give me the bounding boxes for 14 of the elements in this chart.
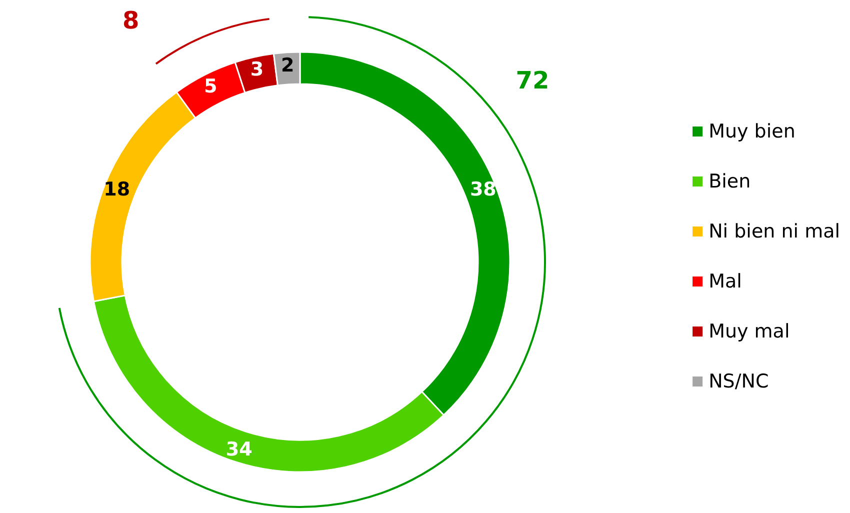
- legend-label: Muy mal: [708, 320, 790, 342]
- legend-label: Mal: [708, 270, 742, 292]
- legend-label: Muy bien: [708, 120, 796, 142]
- text: 72: [516, 66, 550, 94]
- data-label: 3: [250, 58, 264, 81]
- text: 8: [122, 6, 140, 34]
- data-label: 34: [226, 438, 252, 460]
- legend-label: NS/NC: [708, 370, 769, 392]
- data-label: 18: [104, 178, 130, 200]
- data-label: 2: [281, 54, 294, 76]
- legend-label: Bien: [708, 170, 751, 192]
- data-label: 38: [470, 178, 496, 200]
- legend-label: Ni bien ni mal: [708, 220, 840, 242]
- data-label: 5: [204, 75, 218, 98]
